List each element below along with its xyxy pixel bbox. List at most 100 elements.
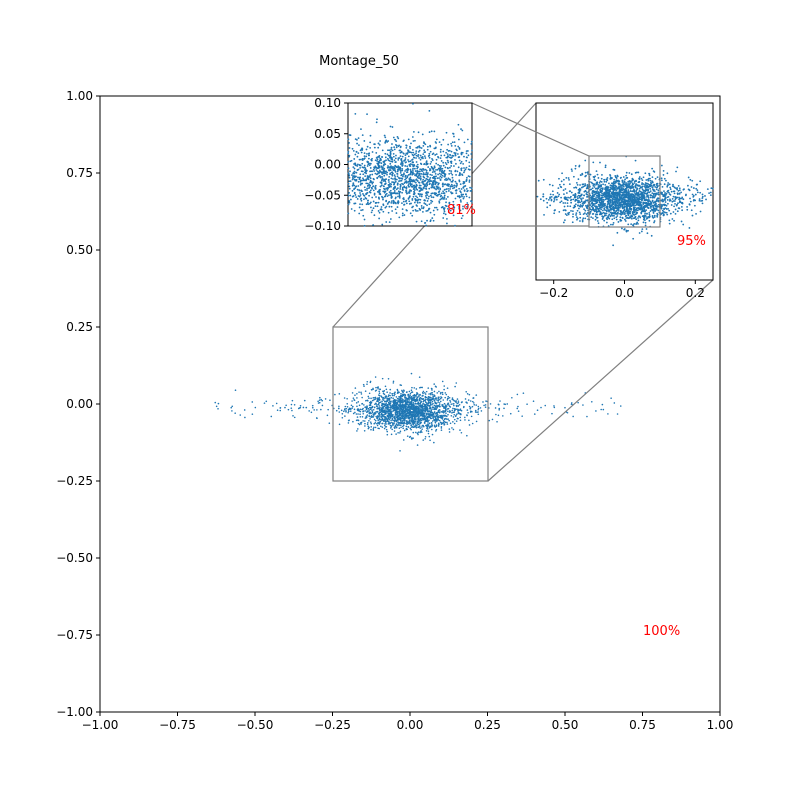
scatter-point xyxy=(353,408,356,411)
scatter-point xyxy=(471,422,474,425)
scatter-point xyxy=(428,427,431,429)
scatter-point xyxy=(414,409,417,411)
scatter-point xyxy=(453,141,456,144)
scatter-point xyxy=(407,411,409,414)
scatter-point xyxy=(484,404,487,406)
scatter-point xyxy=(556,192,559,194)
scatter-point xyxy=(418,397,421,400)
scatter-point xyxy=(555,198,558,201)
scatter-point xyxy=(569,190,572,193)
scatter-point xyxy=(442,399,445,401)
scatter-point xyxy=(616,197,619,200)
scatter-point xyxy=(422,390,425,393)
scatter-point xyxy=(433,441,435,444)
scatter-point xyxy=(362,412,365,415)
scatter-point xyxy=(601,192,603,195)
scatter-point xyxy=(372,409,375,411)
scatter-point xyxy=(409,405,412,408)
scatter-point xyxy=(584,183,587,185)
scatter-point xyxy=(455,192,458,195)
scatter-point xyxy=(429,425,432,427)
scatter-point xyxy=(649,210,652,212)
scatter-point xyxy=(239,414,242,416)
scatter-point xyxy=(581,202,584,205)
scatter-point xyxy=(371,170,374,173)
scatter-point xyxy=(686,206,688,208)
scatter-point xyxy=(672,183,674,186)
scatter-point xyxy=(392,155,395,158)
scatter-point xyxy=(651,199,654,202)
scatter-point xyxy=(401,397,403,400)
scatter-point xyxy=(633,200,636,203)
scatter-point xyxy=(411,391,414,393)
scatter-point xyxy=(676,166,679,169)
scatter-point xyxy=(431,424,433,427)
scatter-point xyxy=(428,425,430,427)
scatter-point xyxy=(395,409,397,412)
scatter-point xyxy=(377,407,379,410)
scatter-point xyxy=(404,400,407,403)
scatter-point xyxy=(419,402,422,405)
scatter-point xyxy=(446,403,449,406)
scatter-point xyxy=(644,182,647,184)
scatter-point xyxy=(445,188,448,190)
scatter-point xyxy=(420,405,423,408)
scatter-point xyxy=(571,210,574,213)
scatter-point xyxy=(350,404,353,407)
scatter-point xyxy=(598,201,601,204)
scatter-point xyxy=(383,410,386,413)
scatter-point xyxy=(653,183,655,186)
scatter-point xyxy=(353,399,355,401)
scatter-point xyxy=(570,168,573,171)
scatter-point xyxy=(378,421,381,423)
scatter-point xyxy=(361,209,364,211)
scatter-point xyxy=(663,198,666,201)
scatter-point xyxy=(622,197,624,200)
scatter-point xyxy=(363,186,366,189)
scatter-point xyxy=(466,393,469,395)
scatter-point xyxy=(437,399,440,402)
scatter-point xyxy=(649,190,652,193)
scatter-point xyxy=(427,416,430,419)
scatter-point xyxy=(376,422,378,425)
scatter-point xyxy=(631,182,634,185)
scatter-point xyxy=(602,198,605,201)
scatter-point xyxy=(470,158,473,161)
scatter-point xyxy=(442,410,444,413)
scatter-point xyxy=(623,181,626,183)
scatter-point xyxy=(564,198,567,201)
scatter-point xyxy=(342,410,345,413)
x-tick-label: −0.2 xyxy=(539,286,568,300)
scatter-point xyxy=(443,420,446,423)
scatter-point xyxy=(521,415,523,417)
scatter-point xyxy=(562,209,565,212)
scatter-point xyxy=(649,187,652,190)
scatter-point xyxy=(437,397,440,400)
scatter-point xyxy=(374,390,377,392)
scatter-point xyxy=(444,392,447,394)
scatter-point xyxy=(395,202,397,205)
connector-line-2 xyxy=(487,279,714,482)
scatter-point xyxy=(405,391,408,394)
scatter-point xyxy=(387,415,390,417)
scatter-point xyxy=(318,399,321,401)
scatter-point xyxy=(460,128,462,130)
scatter-point xyxy=(396,401,398,404)
scatter-point xyxy=(368,392,371,395)
scatter-point xyxy=(399,432,401,434)
scatter-point xyxy=(661,211,664,214)
scatter-point xyxy=(593,186,596,188)
scatter-point xyxy=(368,401,371,404)
scatter-point xyxy=(380,410,383,412)
scatter-point xyxy=(625,230,628,233)
scatter-point xyxy=(398,404,401,407)
scatter-point xyxy=(473,403,476,406)
scatter-point xyxy=(570,201,573,204)
scatter-point xyxy=(592,207,594,209)
scatter-point xyxy=(608,206,611,208)
scatter-point xyxy=(382,419,384,422)
scatter-point xyxy=(503,407,505,410)
scatter-point xyxy=(422,172,425,174)
scatter-point xyxy=(420,419,423,422)
scatter-point xyxy=(641,209,643,211)
